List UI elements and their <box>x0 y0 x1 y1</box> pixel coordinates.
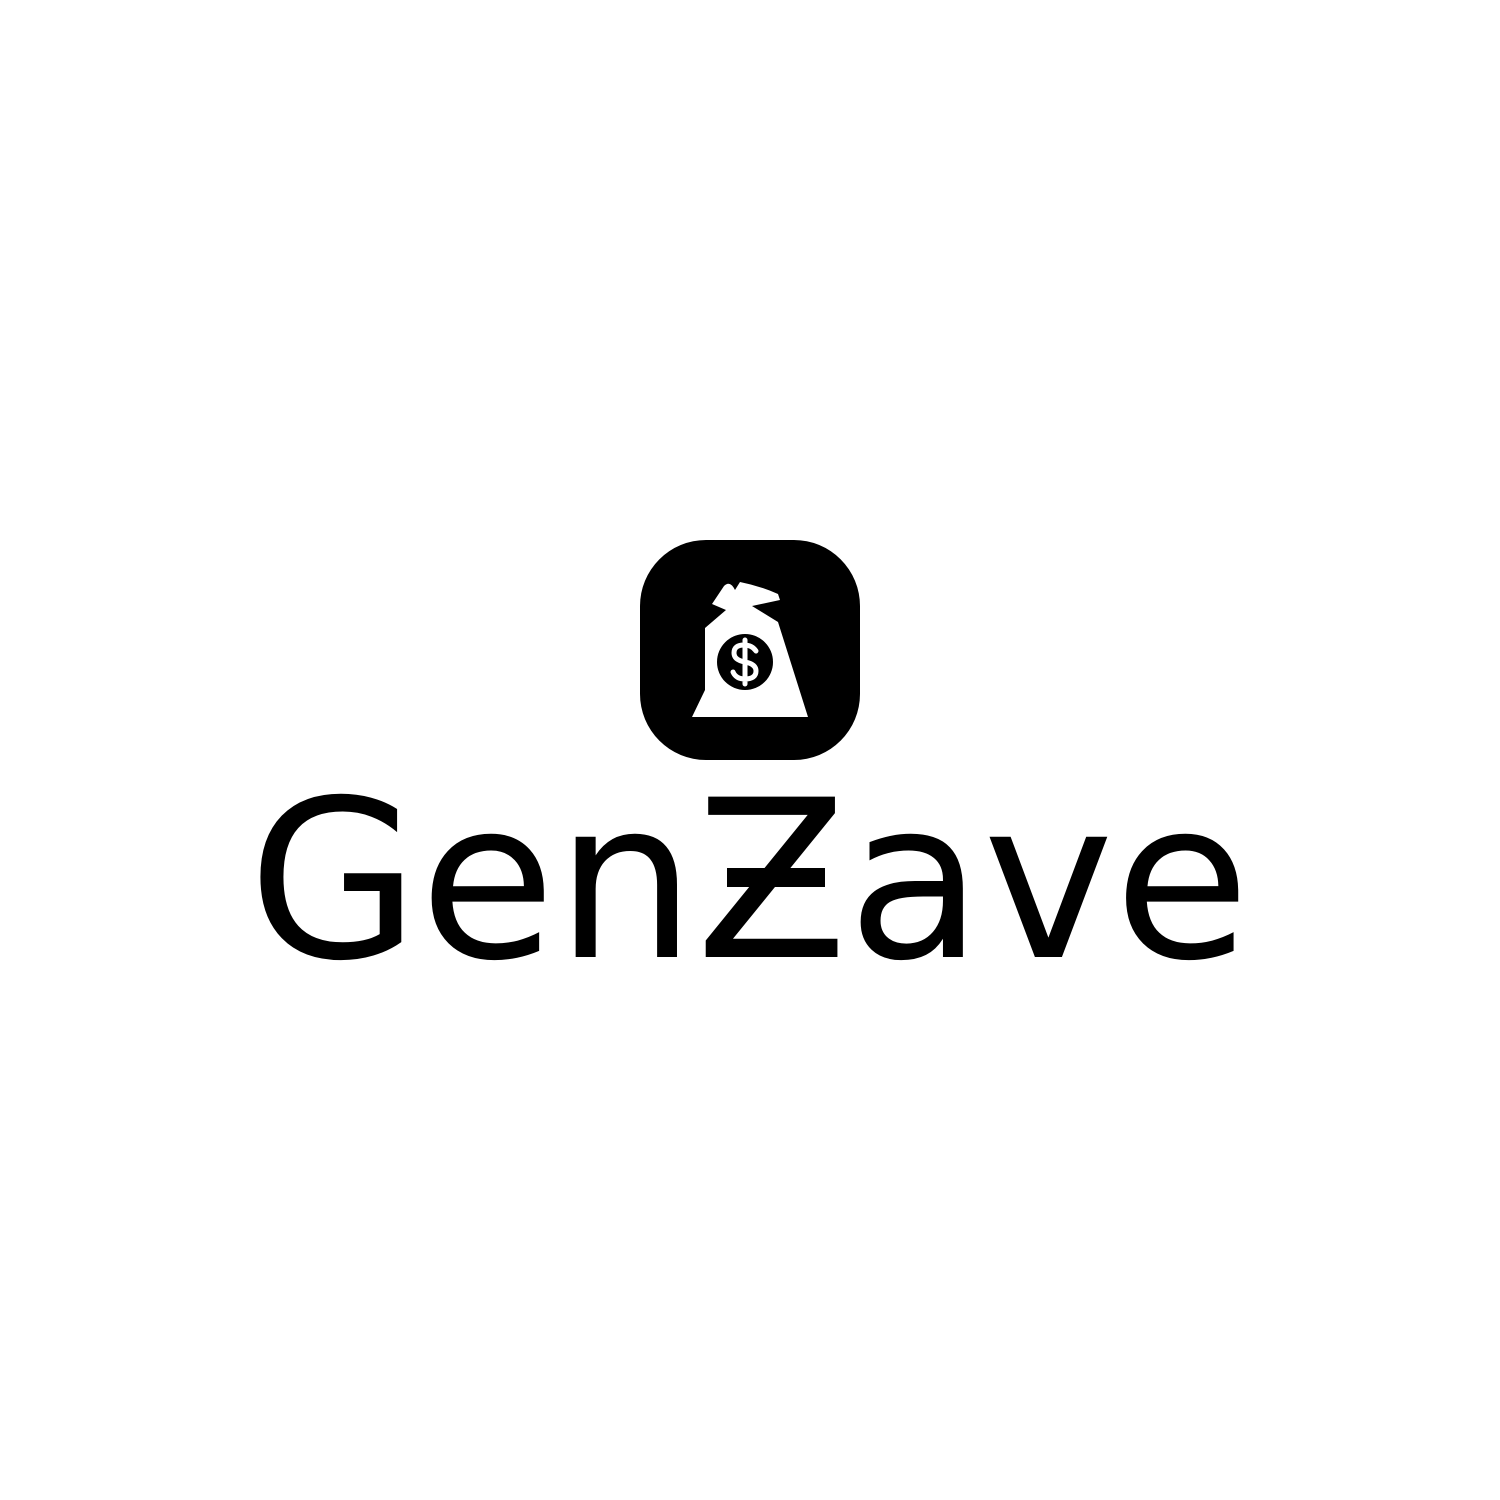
dollar-sign <box>730 637 759 687</box>
logo-icon <box>640 540 860 760</box>
z-bar <box>727 868 825 887</box>
